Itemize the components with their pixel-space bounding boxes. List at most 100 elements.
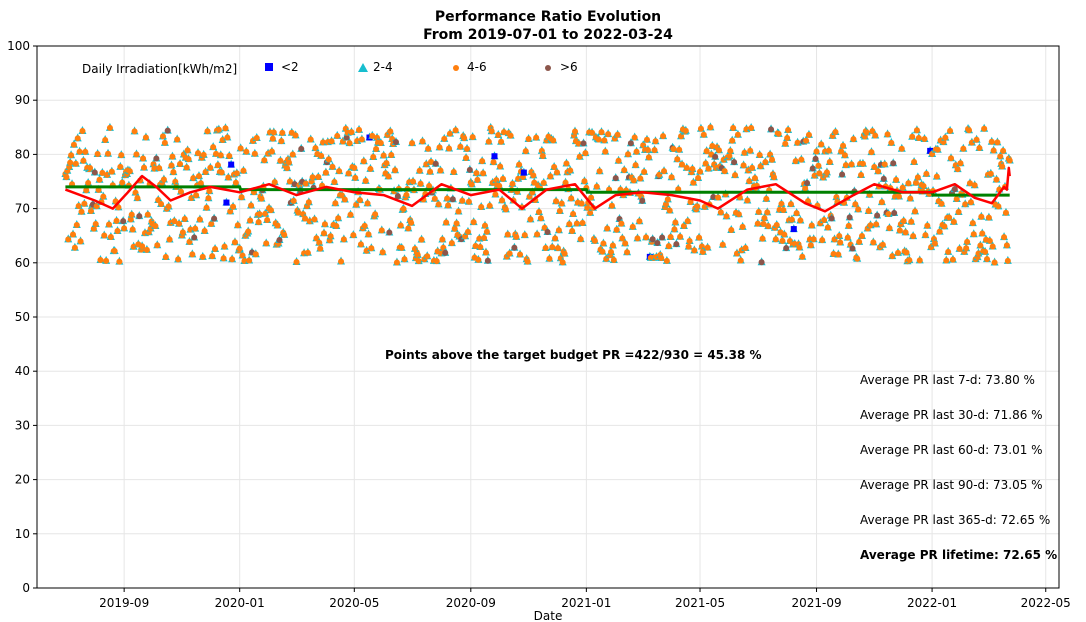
data-point-orange xyxy=(133,151,140,158)
data-point-orange xyxy=(446,130,453,137)
data-point-orange xyxy=(225,174,232,181)
x-tick-label: 2021-09 xyxy=(791,596,841,610)
data-point-orange xyxy=(652,138,659,145)
data-point-orange xyxy=(534,231,541,238)
data-point-orange xyxy=(908,218,915,225)
y-tick-label: 20 xyxy=(15,473,30,487)
data-point-orange xyxy=(162,254,169,261)
data-point-orange xyxy=(740,162,747,169)
data-point-orange xyxy=(691,247,698,254)
data-point-orange xyxy=(128,211,135,218)
data-point-orange xyxy=(383,160,390,167)
data-point-orange xyxy=(189,251,196,258)
legend-label-gt6: >6 xyxy=(560,60,578,74)
data-point-orange xyxy=(581,178,588,185)
data-point-orange xyxy=(600,240,607,247)
y-tick-label: 70 xyxy=(15,202,30,216)
data-point-orange xyxy=(263,240,270,247)
data-point-orange xyxy=(468,181,475,188)
y-axis: 0 10 20 30 40 50 60 70 80 90 100 xyxy=(7,39,37,595)
data-point-orange xyxy=(279,129,286,136)
data-point-orange xyxy=(947,127,954,134)
data-point-orange xyxy=(678,133,685,140)
data-point-orange xyxy=(210,144,217,151)
data-point-orange xyxy=(697,125,704,132)
data-point-orange xyxy=(986,237,993,244)
data-point-orange xyxy=(403,192,410,199)
data-point-orange xyxy=(397,222,404,229)
data-point-orange xyxy=(555,227,562,234)
data-point-orange xyxy=(439,236,446,243)
data-point-orange xyxy=(551,163,558,170)
data-point-orange xyxy=(517,251,524,258)
data-point-orange xyxy=(871,164,878,171)
data-point-orange xyxy=(177,188,184,195)
data-point-orange xyxy=(602,148,609,155)
data-point-orange xyxy=(988,138,995,145)
data-point-orange xyxy=(744,197,751,204)
data-point-brown xyxy=(891,210,898,217)
data-point-orange xyxy=(553,169,560,176)
data-point-orange xyxy=(76,148,83,155)
data-point-orange xyxy=(530,172,537,179)
data-point-orange xyxy=(267,207,274,214)
data-point-orange xyxy=(658,254,665,261)
data-point-orange xyxy=(121,225,128,232)
data-point-brown xyxy=(392,139,399,146)
data-point-brown xyxy=(639,197,646,204)
data-point-orange xyxy=(909,133,916,140)
data-point-brown xyxy=(191,234,198,241)
data-point-orange xyxy=(75,202,82,209)
data-point-orange xyxy=(730,124,737,131)
data-point-orange xyxy=(361,222,368,229)
data-point-orange xyxy=(570,211,577,218)
data-point-brown xyxy=(839,171,846,178)
data-point-orange xyxy=(130,243,137,250)
data-point-orange xyxy=(1000,147,1007,154)
data-point-orange xyxy=(855,206,862,213)
data-point-orange xyxy=(735,211,742,218)
data-point-orange xyxy=(208,220,215,227)
data-point-orange xyxy=(362,177,369,184)
data-point-orange xyxy=(166,236,173,243)
data-point-brown xyxy=(449,196,456,203)
data-point-brown xyxy=(828,215,835,222)
data-point-orange xyxy=(886,225,893,232)
data-point-orange xyxy=(799,253,806,260)
data-point-orange xyxy=(900,217,907,224)
data-point-orange xyxy=(823,169,830,176)
data-point-orange xyxy=(837,239,844,246)
data-point-orange xyxy=(306,218,313,225)
x-tick-label: 2021-01 xyxy=(561,596,611,610)
data-point-orange xyxy=(787,201,794,208)
data-point-orange xyxy=(989,243,996,250)
data-point-orange xyxy=(373,145,380,152)
data-point-brown xyxy=(136,213,143,220)
data-point-orange xyxy=(131,128,138,135)
data-point-brown xyxy=(627,140,634,147)
data-point-orange xyxy=(547,173,554,180)
data-point-orange xyxy=(816,170,823,177)
avg-7d-annotation: Average PR last 7-d: 73.80 % xyxy=(860,373,1035,387)
data-point-orange xyxy=(277,157,284,164)
data-point-orange xyxy=(217,152,224,159)
data-point-orange xyxy=(697,168,704,175)
data-point-orange xyxy=(568,195,575,202)
data-point-orange xyxy=(936,228,943,235)
data-point-orange xyxy=(746,178,753,185)
data-point-orange xyxy=(455,208,462,215)
data-point-orange xyxy=(679,161,686,168)
data-point-orange xyxy=(715,194,722,201)
target-pr-line xyxy=(65,185,1010,197)
data-point-orange xyxy=(525,136,532,143)
data-point-orange xyxy=(85,179,92,186)
data-point-orange xyxy=(676,146,683,153)
data-point-orange xyxy=(704,244,711,251)
data-point-orange xyxy=(106,124,113,131)
data-point-orange xyxy=(923,170,930,177)
data-point-orange xyxy=(219,136,226,143)
data-point-orange xyxy=(431,195,438,202)
data-point-orange xyxy=(721,168,728,175)
data-point-orange xyxy=(234,222,241,229)
data-point-orange xyxy=(637,175,644,182)
